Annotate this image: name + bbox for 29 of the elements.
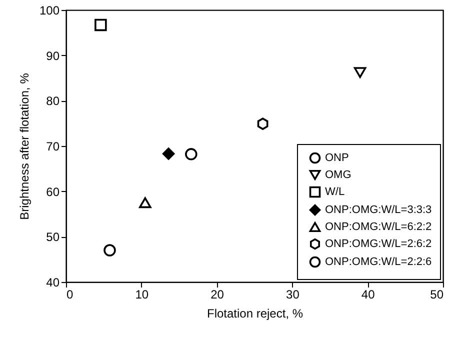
y-tick-label: 80 bbox=[46, 94, 60, 108]
legend-label: ONP:OMG:W/L=6:2:2 bbox=[325, 221, 432, 233]
legend-label: ONP:OMG:W/L=3:3:3 bbox=[325, 204, 432, 216]
point bbox=[162, 148, 175, 160]
point bbox=[354, 67, 366, 78]
x-tick-label: 0 bbox=[66, 288, 74, 302]
legend-label: OMG bbox=[325, 169, 352, 181]
point bbox=[185, 148, 198, 160]
point bbox=[257, 118, 268, 130]
y-axis-title: Brightness after flotation, % bbox=[17, 72, 32, 220]
x-tick-label: 30 bbox=[286, 288, 300, 302]
x-tick-label: 10 bbox=[135, 288, 149, 302]
y-tick-label: 60 bbox=[46, 184, 60, 199]
legend-label: ONP:OMG:W/L=2:2:6 bbox=[325, 256, 432, 268]
y-tick-label: 50 bbox=[46, 230, 60, 244]
point bbox=[94, 18, 107, 32]
y-tick-label: 40 bbox=[46, 276, 60, 290]
x-tick-label: 50 bbox=[430, 288, 444, 302]
legend-label: ONP:OMG:W/L=2:6:2 bbox=[325, 238, 432, 250]
point bbox=[139, 197, 152, 208]
x-tick-label: 40 bbox=[361, 288, 376, 302]
x-tick-label: 20 bbox=[210, 288, 224, 302]
legend-label: W/L bbox=[325, 186, 345, 198]
point bbox=[104, 244, 116, 256]
y-tick-label: 90 bbox=[46, 48, 60, 63]
x-axis-title: Flotation reject, % bbox=[206, 306, 304, 320]
legend-label: ONP bbox=[325, 152, 349, 164]
y-tick-label: 100 bbox=[39, 4, 60, 18]
y-tick-label: 70 bbox=[46, 140, 60, 154]
